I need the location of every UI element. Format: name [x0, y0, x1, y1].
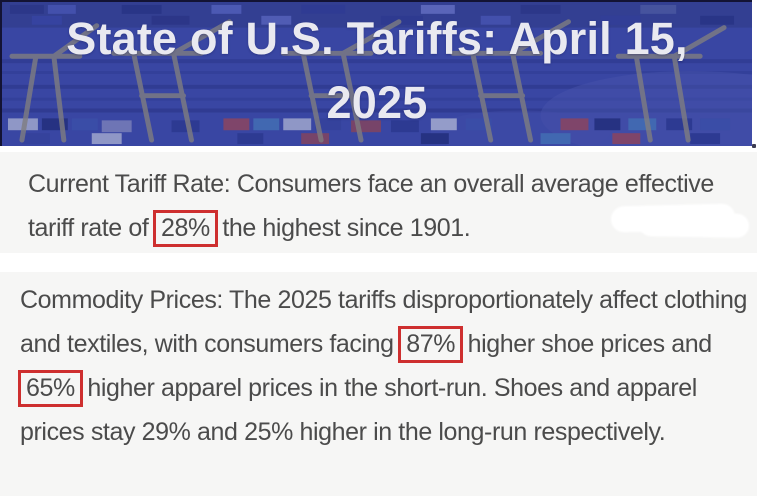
section-commodity-prices: Commodity Prices: The 2025 tariffs dispr… [0, 272, 757, 496]
container-row-top [9, 4, 735, 25]
paragraph-current-tariff-rate: Current Tariff Rate: Consumers face an o… [0, 152, 757, 250]
redaction-blob-part [639, 213, 749, 237]
page-title-line1: State of U.S. Tariffs: April 15, [66, 13, 688, 64]
highlight-box-28pct: 28% [152, 210, 218, 247]
text-segment: the highest since 1901. [215, 214, 471, 242]
highlight-box-65pct: 65% [18, 370, 83, 407]
text-segment: higher apparel prices in the short-run. … [20, 374, 697, 446]
gantry-cranes [9, 19, 727, 143]
paragraph-commodity-prices: Commodity Prices: The 2025 tariffs dispr… [0, 272, 757, 454]
container-row-bottom [7, 118, 731, 145]
page-title-line2: 2025 [326, 77, 428, 128]
text-segment: Current Tariff Rate: Consumers face an o… [28, 170, 714, 242]
text-segment: higher shoe prices and [461, 330, 713, 358]
page-title: State of U.S. Tariffs: April 15, 2025 [2, 2, 752, 135]
redaction-blob [611, 201, 752, 241]
banner: State of U.S. Tariffs: April 15, 2025 [0, 0, 752, 146]
port-aerial-photo [2, 2, 752, 146]
section-current-tariff-rate: Current Tariff Rate: Consumers face an o… [0, 152, 757, 253]
text-segment: Commodity Prices: The 2025 tariffs dispr… [20, 286, 747, 358]
highlight-box-87pct: 87% [398, 326, 464, 363]
edge-artifact [752, 144, 756, 148]
